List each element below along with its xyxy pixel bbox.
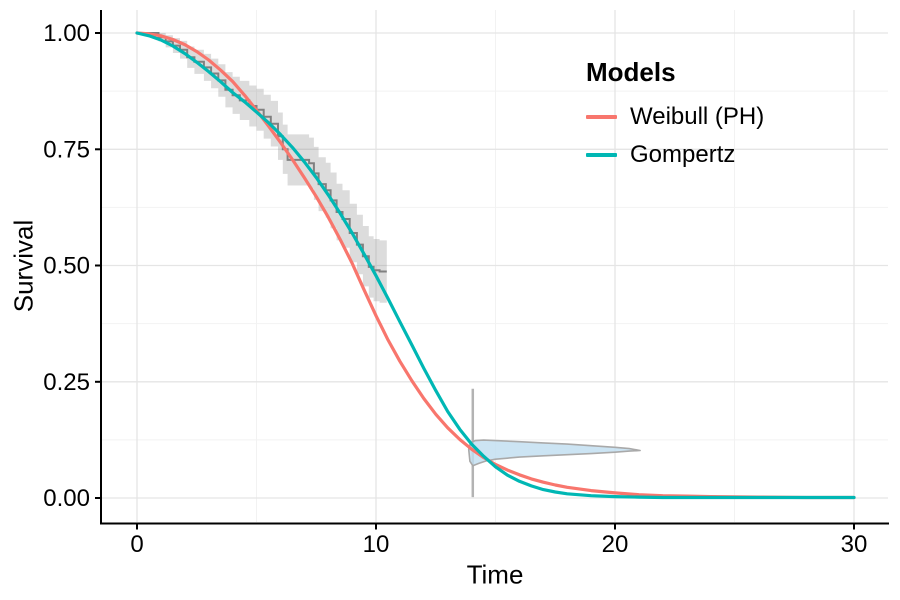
legend: Models Weibull (PH) Gompertz (586, 57, 764, 174)
legend-item-weibull: Weibull (PH) (586, 98, 764, 136)
x-tick-label: 10 (363, 531, 390, 558)
model-curve-gompertz (135, 31, 856, 500)
expert-opinion-density (467, 439, 641, 467)
y-tick-label: 0.50 (43, 253, 90, 280)
y-tick-label: 0.75 (43, 136, 90, 163)
x-tick-label: 0 (130, 531, 143, 558)
y-tick-label: 0.00 (43, 485, 90, 512)
y-tick-label: 0.25 (43, 369, 90, 396)
legend-label-gompertz: Gompertz (630, 141, 736, 168)
x-tick-label: 30 (841, 531, 868, 558)
y-axis-title: Survival (8, 219, 39, 313)
legend-key-gompertz-line (586, 153, 617, 157)
y-tick-label: 1.00 (43, 20, 90, 47)
legend-title: Models (586, 57, 676, 87)
x-tick-label: 20 (602, 531, 629, 558)
km-confidence-band (137, 33, 387, 303)
model-curve-weibull (135, 31, 856, 500)
legend-label-weibull: Weibull (PH) (630, 103, 765, 130)
legend-item-gompertz: Gompertz (586, 136, 764, 174)
legend-key-weibull-line (586, 115, 617, 119)
x-axis-title: Time (466, 559, 524, 590)
